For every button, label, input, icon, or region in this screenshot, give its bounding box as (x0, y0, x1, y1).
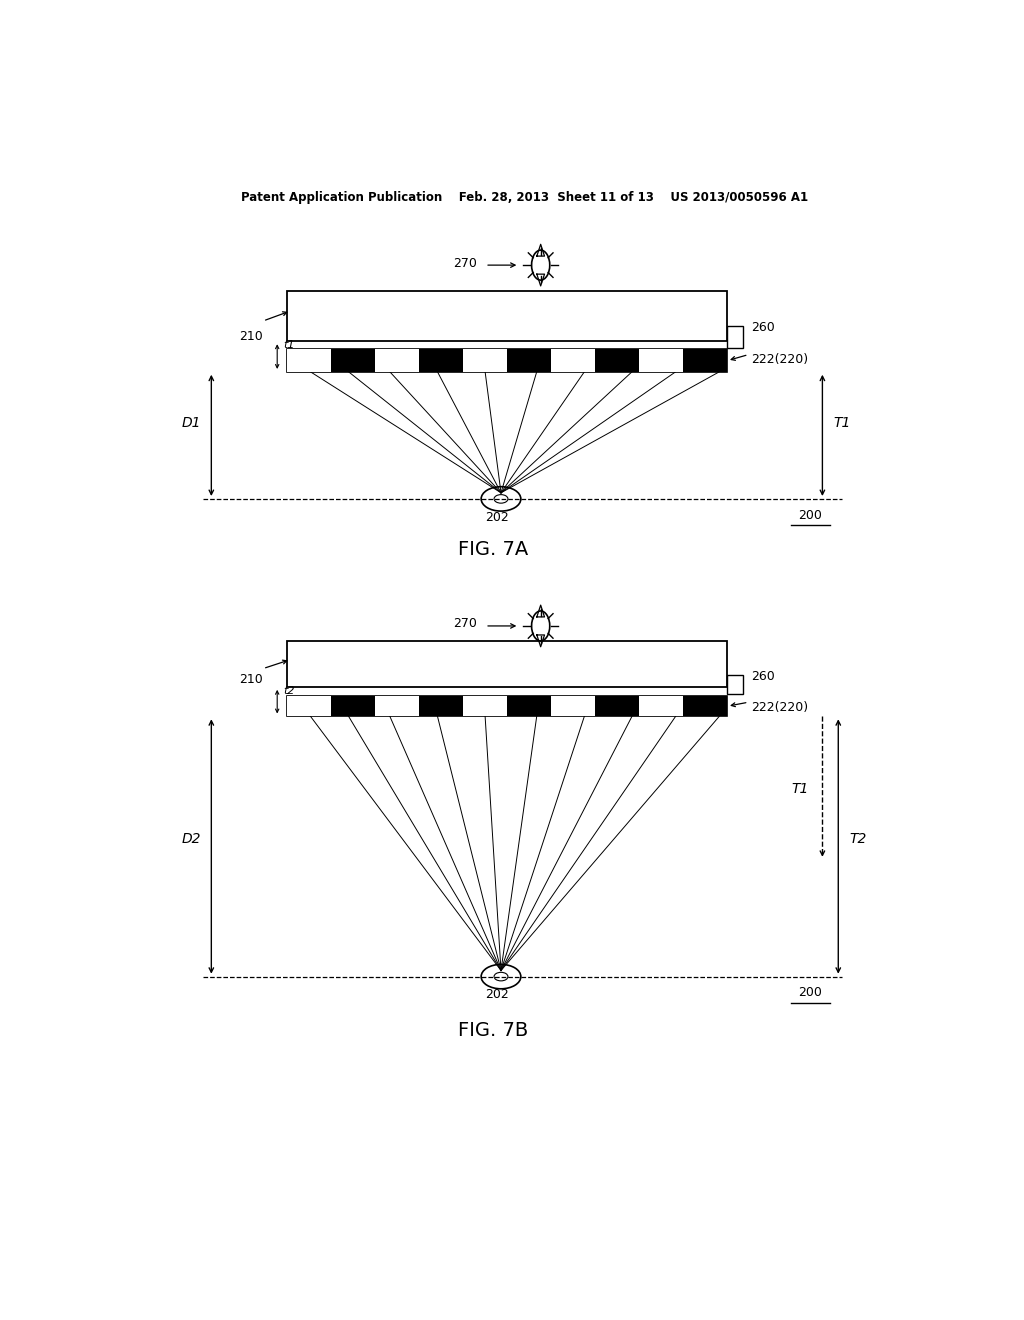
Bar (727, 326, 743, 348)
Text: 222(220): 222(220) (751, 354, 808, 366)
Text: D1: D1 (181, 416, 202, 430)
Text: FIG. 7A: FIG. 7A (458, 540, 528, 560)
Text: T1: T1 (834, 416, 851, 430)
Bar (639, 350, 683, 372)
Text: t1: t1 (284, 341, 295, 350)
Bar (287, 642, 727, 686)
Text: t2: t2 (284, 686, 295, 696)
Bar (287, 350, 727, 372)
Text: 270: 270 (454, 618, 477, 631)
Bar (287, 290, 727, 342)
Bar (551, 350, 595, 372)
Bar (463, 350, 507, 372)
Bar (287, 350, 331, 372)
Text: 260: 260 (751, 321, 775, 334)
Text: Patent Application Publication    Feb. 28, 2013  Sheet 11 of 13    US 2013/00505: Patent Application Publication Feb. 28, … (242, 190, 808, 203)
Text: 270: 270 (454, 256, 477, 269)
Text: T1: T1 (792, 781, 809, 796)
Text: T2: T2 (850, 833, 866, 846)
Text: 210: 210 (240, 330, 263, 343)
Bar (375, 350, 419, 372)
Text: 202: 202 (485, 511, 509, 524)
Text: 210: 210 (240, 673, 263, 686)
Text: 200: 200 (799, 986, 822, 999)
Text: FIG. 7B: FIG. 7B (458, 1020, 528, 1040)
Text: 200: 200 (799, 508, 822, 521)
Bar (287, 696, 331, 717)
Text: 202: 202 (485, 989, 509, 1002)
Bar (375, 696, 419, 717)
Text: 222(220): 222(220) (751, 701, 808, 714)
Bar (727, 675, 743, 694)
Bar (463, 696, 507, 717)
Bar (551, 696, 595, 717)
Text: D2: D2 (181, 833, 202, 846)
Text: 260: 260 (751, 671, 775, 684)
Bar (287, 696, 727, 717)
Bar (639, 696, 683, 717)
